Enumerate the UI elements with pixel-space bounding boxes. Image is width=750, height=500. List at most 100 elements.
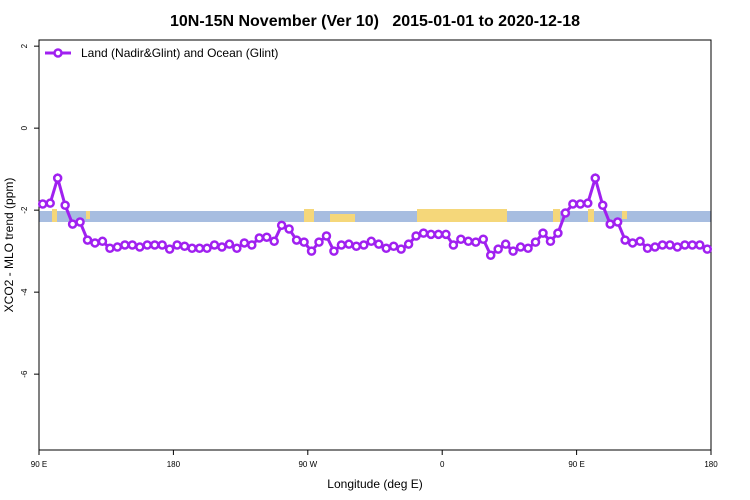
- data-point: [403, 239, 414, 249]
- data-point: [135, 242, 145, 252]
- data-point: [172, 240, 182, 250]
- y-tick-label: -2: [20, 206, 29, 214]
- data-point: [351, 241, 362, 251]
- data-point: [680, 240, 690, 250]
- data-point: [276, 220, 287, 231]
- x-tick-label: 0: [440, 460, 445, 469]
- y-tick-label: -6: [20, 370, 29, 378]
- data-point: [105, 243, 115, 254]
- legend-marker: [53, 48, 63, 58]
- y-axis-label: XCO2 - MLO trend (ppm): [2, 178, 16, 313]
- data-point: [299, 237, 309, 247]
- data-point: [336, 240, 347, 250]
- x-tick-label: 180: [704, 460, 718, 469]
- data-point: [60, 200, 70, 210]
- chart-title: 10N-15N November (Ver 10) 2015-01-01 to …: [170, 13, 580, 30]
- plot-frame: [38, 39, 712, 451]
- data-point: [695, 240, 705, 250]
- data-point: [396, 244, 406, 254]
- data-point: [120, 240, 130, 250]
- data-point: [597, 200, 608, 210]
- data-point: [157, 240, 167, 250]
- data-point: [702, 244, 713, 254]
- data-point: [37, 199, 48, 209]
- data-point: [605, 219, 615, 229]
- data-point: [97, 236, 108, 247]
- data-point: [82, 235, 93, 245]
- legend-label: Land (Nadir&Glint) and Ocean (Glint): [81, 46, 278, 60]
- data-point: [217, 242, 227, 252]
- data-point: [366, 236, 377, 247]
- data-point: [418, 228, 429, 238]
- data-point: [411, 231, 421, 241]
- data-point: [373, 239, 384, 249]
- data-point: [179, 241, 190, 251]
- data-point: [433, 229, 444, 240]
- y-tick-label: 2: [20, 43, 29, 48]
- data-point: [478, 234, 489, 245]
- x-tick-label: 90 W: [298, 460, 317, 469]
- data-point: [247, 240, 257, 250]
- data-point: [500, 239, 511, 249]
- y-tick-label: -4: [20, 288, 29, 296]
- data-point: [650, 242, 660, 252]
- data-point: [463, 236, 474, 247]
- data-point: [224, 239, 235, 249]
- data-point: [560, 208, 571, 218]
- data-point: [164, 244, 175, 254]
- data-point: [523, 243, 533, 254]
- data-point: [590, 173, 601, 183]
- data-point: [239, 238, 250, 248]
- data-point: [269, 236, 279, 247]
- data-point: [657, 240, 668, 250]
- data-point: [67, 219, 78, 229]
- data-point: [538, 228, 548, 238]
- x-axis-label: Longitude (deg E): [327, 477, 422, 491]
- data-point: [52, 173, 63, 183]
- data-point: [545, 236, 556, 247]
- data-point: [515, 242, 526, 252]
- data-point: [209, 240, 220, 250]
- data-point: [232, 243, 242, 254]
- data-point: [471, 237, 481, 247]
- data-point: [612, 217, 623, 227]
- data-point: [329, 246, 339, 256]
- data-point: [261, 232, 272, 242]
- data-point: [642, 243, 653, 254]
- x-tick-label: 90 E: [568, 460, 584, 469]
- data-point: [45, 198, 55, 208]
- x-tick-label: 180: [167, 460, 181, 469]
- data-point: [627, 238, 638, 248]
- data-point: [90, 238, 100, 248]
- data-point: [127, 240, 138, 250]
- data-point: [112, 242, 123, 252]
- data-point: [254, 233, 265, 243]
- data-point: [306, 246, 317, 256]
- data-point: [291, 235, 302, 245]
- data-point: [672, 242, 683, 252]
- data-point: [687, 240, 698, 250]
- y-tick-label: 0: [20, 125, 29, 130]
- data-point: [575, 199, 586, 209]
- data-point: [321, 231, 332, 241]
- data-point: [149, 240, 160, 250]
- data-point: [456, 234, 466, 245]
- data-point: [568, 199, 578, 209]
- x-tick-label: 90 E: [31, 460, 47, 469]
- data-point: [202, 243, 212, 254]
- data-point: [187, 243, 197, 254]
- data-point: [75, 217, 85, 227]
- data-point: [441, 229, 451, 240]
- data-point: [314, 237, 324, 247]
- data-point: [553, 228, 563, 238]
- data-point: [635, 236, 645, 247]
- data-point: [359, 240, 369, 250]
- data-point: [665, 240, 675, 250]
- data-point: [344, 239, 354, 249]
- data-point: [508, 246, 518, 256]
- data-point: [485, 250, 496, 260]
- data-point: [142, 240, 153, 250]
- data-point: [530, 237, 541, 247]
- data-point: [448, 240, 459, 250]
